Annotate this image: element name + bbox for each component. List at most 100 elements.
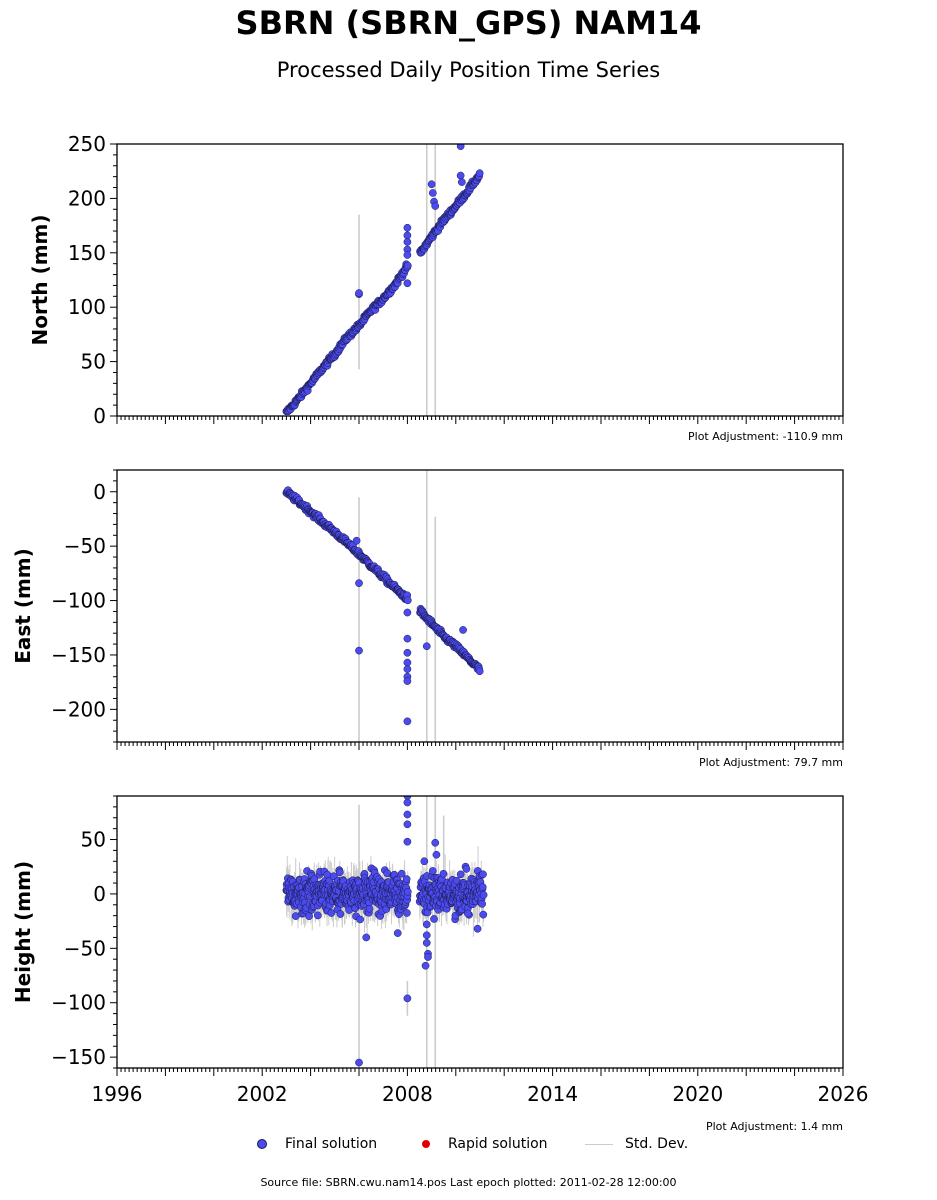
x-tick-label: 2002 [237, 1082, 288, 1106]
legend-rapid: Rapid solution [422, 1136, 548, 1152]
x-tick-label: 2020 [672, 1082, 723, 1106]
data-point-outlier [403, 994, 412, 1003]
panel-east: −200 −150 −100 −50 0 East (mm) Plot Adjustment… [11, 469, 844, 769]
data-point [365, 904, 374, 913]
plot-frame [116, 143, 844, 417]
data-point [479, 910, 488, 919]
chart-title: SBRN (SBRN_GPS) NAM14 [235, 4, 702, 42]
data-point-outlier [355, 1058, 363, 1067]
data-point-outlier [352, 536, 361, 545]
data-point-outlier [464, 909, 472, 918]
data-point-outlier [420, 857, 429, 866]
data-point-outlier [458, 178, 466, 186]
data-point-outlier [422, 931, 431, 940]
data-point-outlier [431, 838, 440, 847]
y-tick-label: −50 [64, 936, 106, 960]
data-point-outlier [430, 915, 438, 923]
data-point-outlier [355, 579, 363, 588]
data-point-outlier [403, 665, 412, 673]
data-point-outlier [403, 717, 412, 726]
y-tick-label: 0 [93, 404, 106, 428]
y-tick-label: −200 [51, 697, 106, 721]
data-point [402, 875, 411, 883]
chart-subtitle: Processed Daily Position Time Series [276, 58, 661, 82]
plot-adjustment-text: Plot Adjustment: 1.4 mm [706, 1120, 843, 1133]
plot-frame [116, 469, 844, 743]
x-tick-label: 1996 [92, 1082, 143, 1106]
x-tick-label: 2014 [527, 1082, 578, 1106]
data-point-outlier [362, 933, 371, 942]
y-tick-label: −100 [51, 991, 106, 1015]
data-point [478, 900, 486, 908]
plot-area [282, 144, 484, 416]
data-point-outlier [403, 798, 412, 807]
data-point-outlier [403, 251, 412, 259]
data-point [456, 870, 465, 879]
y-tick-label: 50 [81, 350, 106, 374]
legend-std-marker [585, 1143, 613, 1145]
y-tick-label: 50 [81, 828, 106, 852]
legend-std: Std. Dev. [585, 1136, 688, 1152]
data-point-outlier [403, 223, 412, 232]
y-tick-label: 0 [93, 882, 106, 906]
data-point-outlier [456, 171, 465, 180]
data-point [305, 912, 313, 921]
y-tick-label: 250 [68, 132, 106, 156]
data-point-outlier [403, 279, 412, 288]
y-axis-label: Height (mm) [11, 861, 35, 1003]
data-point-outlier [393, 929, 402, 937]
x-tick-label: 2008 [382, 1082, 433, 1106]
plot-area [282, 796, 488, 1068]
data-point [356, 915, 365, 924]
data-point-outlier [403, 648, 412, 657]
data-point [403, 596, 412, 605]
plot-adjustment-text: Plot Adjustment: -110.9 mm [688, 430, 843, 443]
data-point [335, 868, 344, 877]
data-point-outlier [473, 924, 482, 933]
data-point-outlier [355, 646, 363, 655]
y-tick-label: −50 [64, 534, 106, 558]
legend: Final solution Rapid solution Std. Dev. [0, 1136, 937, 1158]
data-point-outlier [431, 202, 440, 210]
data-point-outlier [424, 953, 432, 961]
data-point [336, 910, 345, 918]
data-point [313, 911, 322, 920]
data-point [403, 261, 412, 270]
y-tick-label: −100 [51, 589, 106, 613]
data-point-outlier [421, 961, 430, 970]
y-tick-label: −150 [51, 1045, 106, 1069]
panel-height: −150 −100 −50 0 50 1996 2002 2008 2014 2020 2026 He… [11, 795, 869, 1133]
data-point-outlier [422, 642, 431, 651]
source-footer: Source file: SBRN.cwu.nam14.pos Last epo… [260, 1176, 677, 1189]
legend-final-label: Final solution [285, 1136, 378, 1152]
data-point-outlier [422, 939, 431, 947]
y-tick-label: 150 [68, 241, 106, 265]
data-point-outlier [403, 820, 412, 829]
data-point [327, 909, 336, 917]
data-point [479, 891, 488, 899]
data-point-outlier [403, 231, 412, 240]
data-point-outlier [428, 189, 437, 197]
x-tick-label: 2026 [818, 1082, 869, 1106]
data-point [475, 667, 484, 676]
data-point-outlier [456, 144, 465, 151]
legend-rapid-label: Rapid solution [448, 1136, 548, 1152]
data-point-outlier [403, 677, 412, 685]
data-point [462, 865, 471, 873]
data-point [291, 912, 300, 920]
y-axis-label: North (mm) [28, 214, 52, 345]
y-axis-label: East (mm) [11, 548, 35, 664]
y-tick-label: 200 [68, 186, 106, 210]
data-point [479, 870, 487, 879]
data-point [439, 869, 448, 878]
panel-north: 0 50 100 150 200 250 North (mm) Plot Adjustment… [28, 132, 844, 443]
legend-final: Final solution [257, 1136, 377, 1152]
data-point [403, 909, 411, 917]
data-point-outlier [403, 238, 412, 246]
data-point-outlier [459, 626, 467, 634]
data-point [397, 869, 406, 878]
data-point-outlier [422, 920, 431, 929]
y-tick-label: 0 [93, 480, 106, 504]
plot-frame [116, 795, 844, 1069]
